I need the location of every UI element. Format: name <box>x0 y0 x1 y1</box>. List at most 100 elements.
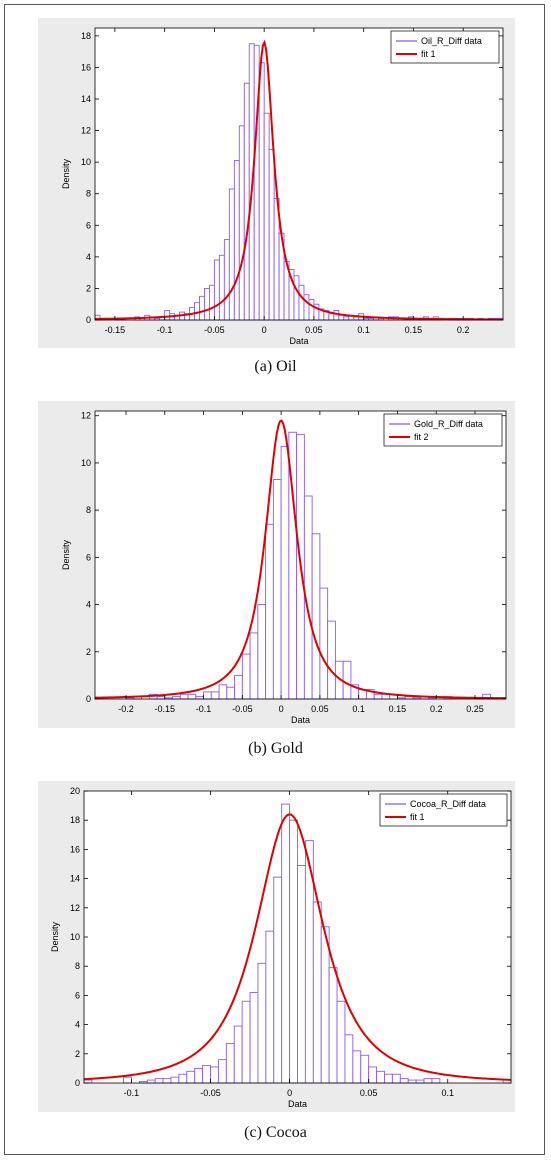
histogram-bar <box>146 1079 156 1084</box>
x-axis-label: Data <box>289 336 308 346</box>
y-axis-label: Density <box>61 158 71 189</box>
histogram-bar <box>319 587 329 700</box>
histogram-bar <box>263 112 270 321</box>
y-tick-label: 2 <box>86 647 91 657</box>
histogram-bar <box>265 523 274 700</box>
y-tick-label: 4 <box>86 600 91 610</box>
histogram-bar <box>162 1078 172 1084</box>
y-tick-label: 2 <box>86 283 91 293</box>
histogram-bar <box>280 445 290 700</box>
histogram-bar <box>233 160 240 321</box>
histogram-bar <box>154 1078 164 1084</box>
histogram-bar <box>368 1066 378 1084</box>
x-tick-label: 0.1 <box>352 704 365 714</box>
histogram-bar <box>336 1000 346 1084</box>
x-tick-label: 0 <box>287 1088 292 1098</box>
y-tick-label: 20 <box>70 786 80 796</box>
y-tick-label: 10 <box>70 932 80 942</box>
histogram-bar <box>344 1034 354 1084</box>
histogram-bar <box>241 653 251 700</box>
histogram-bar <box>320 926 330 1084</box>
x-axis-label: Data <box>288 1099 307 1109</box>
chart-panel-gold: -0.2 -0.15 -0.1 -0.05 0 0.05 0.1 0.15 0.2 0.25 0 2 4… <box>38 401 515 728</box>
histogram-bar <box>199 295 205 321</box>
histogram-bar <box>272 479 282 700</box>
legend-label-fit: fit 2 <box>414 432 429 442</box>
chart-gold: -0.2 -0.15 -0.1 -0.05 0 0.05 0.1 0.15 0.2 0.25 0 2 4… <box>61 410 507 725</box>
histogram-bar <box>243 82 250 321</box>
x-tick-label: -0.15 <box>105 325 126 335</box>
y-tick-label: 6 <box>86 552 91 562</box>
histogram-bar <box>178 1073 188 1084</box>
x-tick-label: 0.1 <box>357 325 370 335</box>
y-tick-label: 18 <box>81 31 91 41</box>
caption-cocoa: (c) Cocoa <box>244 1124 307 1141</box>
x-tick-label: -0.1 <box>157 325 173 335</box>
histogram-bar <box>226 686 236 700</box>
y-tick-label: 0 <box>86 315 91 325</box>
caption-gold: (b) Gold <box>248 740 303 757</box>
histogram-bar <box>384 1073 393 1084</box>
y-tick-label: 10 <box>81 157 91 167</box>
x-tick-label: -0.2 <box>118 704 134 714</box>
histogram-bar <box>327 620 336 700</box>
legend-label-fit: fit 1 <box>421 49 436 59</box>
legend: Gold_R_Diff data fit 2 <box>383 413 503 447</box>
histogram-bar <box>308 299 315 321</box>
histogram-bar <box>342 660 352 700</box>
axes-box <box>94 27 504 321</box>
histogram-bar <box>257 604 267 700</box>
x-tick-label: 0.05 <box>311 704 329 714</box>
histogram-bar <box>360 1054 370 1084</box>
y-tick-label: 14 <box>81 94 91 104</box>
y-axis-label: Density <box>61 539 71 570</box>
x-tick-label: -0.05 <box>200 1088 221 1098</box>
histogram-bar <box>431 1078 441 1084</box>
histogram-bar <box>202 1065 211 1084</box>
y-tick-label: 0 <box>86 694 91 704</box>
y-tick-label: 8 <box>86 505 91 515</box>
histogram-bar <box>233 1025 243 1084</box>
histogram-bars <box>83 803 512 1084</box>
histogram-bar <box>249 632 259 700</box>
histogram-bar <box>204 287 210 321</box>
histogram-bar <box>273 876 283 1084</box>
y-axis-label: Density <box>50 921 60 952</box>
histogram-bar <box>241 1000 251 1084</box>
x-tick-label: -0.1 <box>124 1088 140 1098</box>
histogram-bar <box>298 284 305 321</box>
y-tick-label: 12 <box>81 126 91 136</box>
x-tick-label: 0.2 <box>457 325 470 335</box>
y-tick-label: 12 <box>70 903 80 913</box>
histogram-bar <box>218 254 225 321</box>
legend-label-data: Cocoa_R_Diff data <box>410 799 486 809</box>
histogram-bar <box>338 314 345 321</box>
x-tick-label: 0.15 <box>405 325 423 335</box>
figure-frame <box>4 4 545 1155</box>
histogram-bar <box>423 1078 433 1084</box>
histogram-bar <box>328 967 338 1084</box>
histogram-bar <box>203 691 212 700</box>
histogram-bar <box>234 674 243 700</box>
legend-label-fit: fit 1 <box>410 812 425 822</box>
legend: Cocoa_R_Diff data fit 1 <box>379 793 508 827</box>
x-tick-label: 0.05 <box>305 325 323 335</box>
histogram-bar <box>289 819 298 1084</box>
histogram-bar <box>415 1079 425 1084</box>
legend-box <box>390 30 500 64</box>
x-axis-label: Data <box>291 715 310 725</box>
histogram-bar <box>217 1059 227 1084</box>
y-tick-label: 18 <box>70 815 80 825</box>
x-tick-label: -0.05 <box>232 704 253 714</box>
histogram-bar <box>297 865 306 1084</box>
histogram-bar <box>293 275 300 321</box>
y-tick-label: 16 <box>70 844 80 854</box>
x-tick-label: 0.15 <box>389 704 407 714</box>
histogram-bar <box>238 125 245 321</box>
y-tick-label: 2 <box>75 1049 80 1059</box>
histogram-bar <box>194 302 200 321</box>
legend-box <box>383 413 503 447</box>
y-tick-label: 8 <box>75 961 80 971</box>
histogram-bar <box>281 803 291 1084</box>
histogram-bar <box>213 259 220 321</box>
